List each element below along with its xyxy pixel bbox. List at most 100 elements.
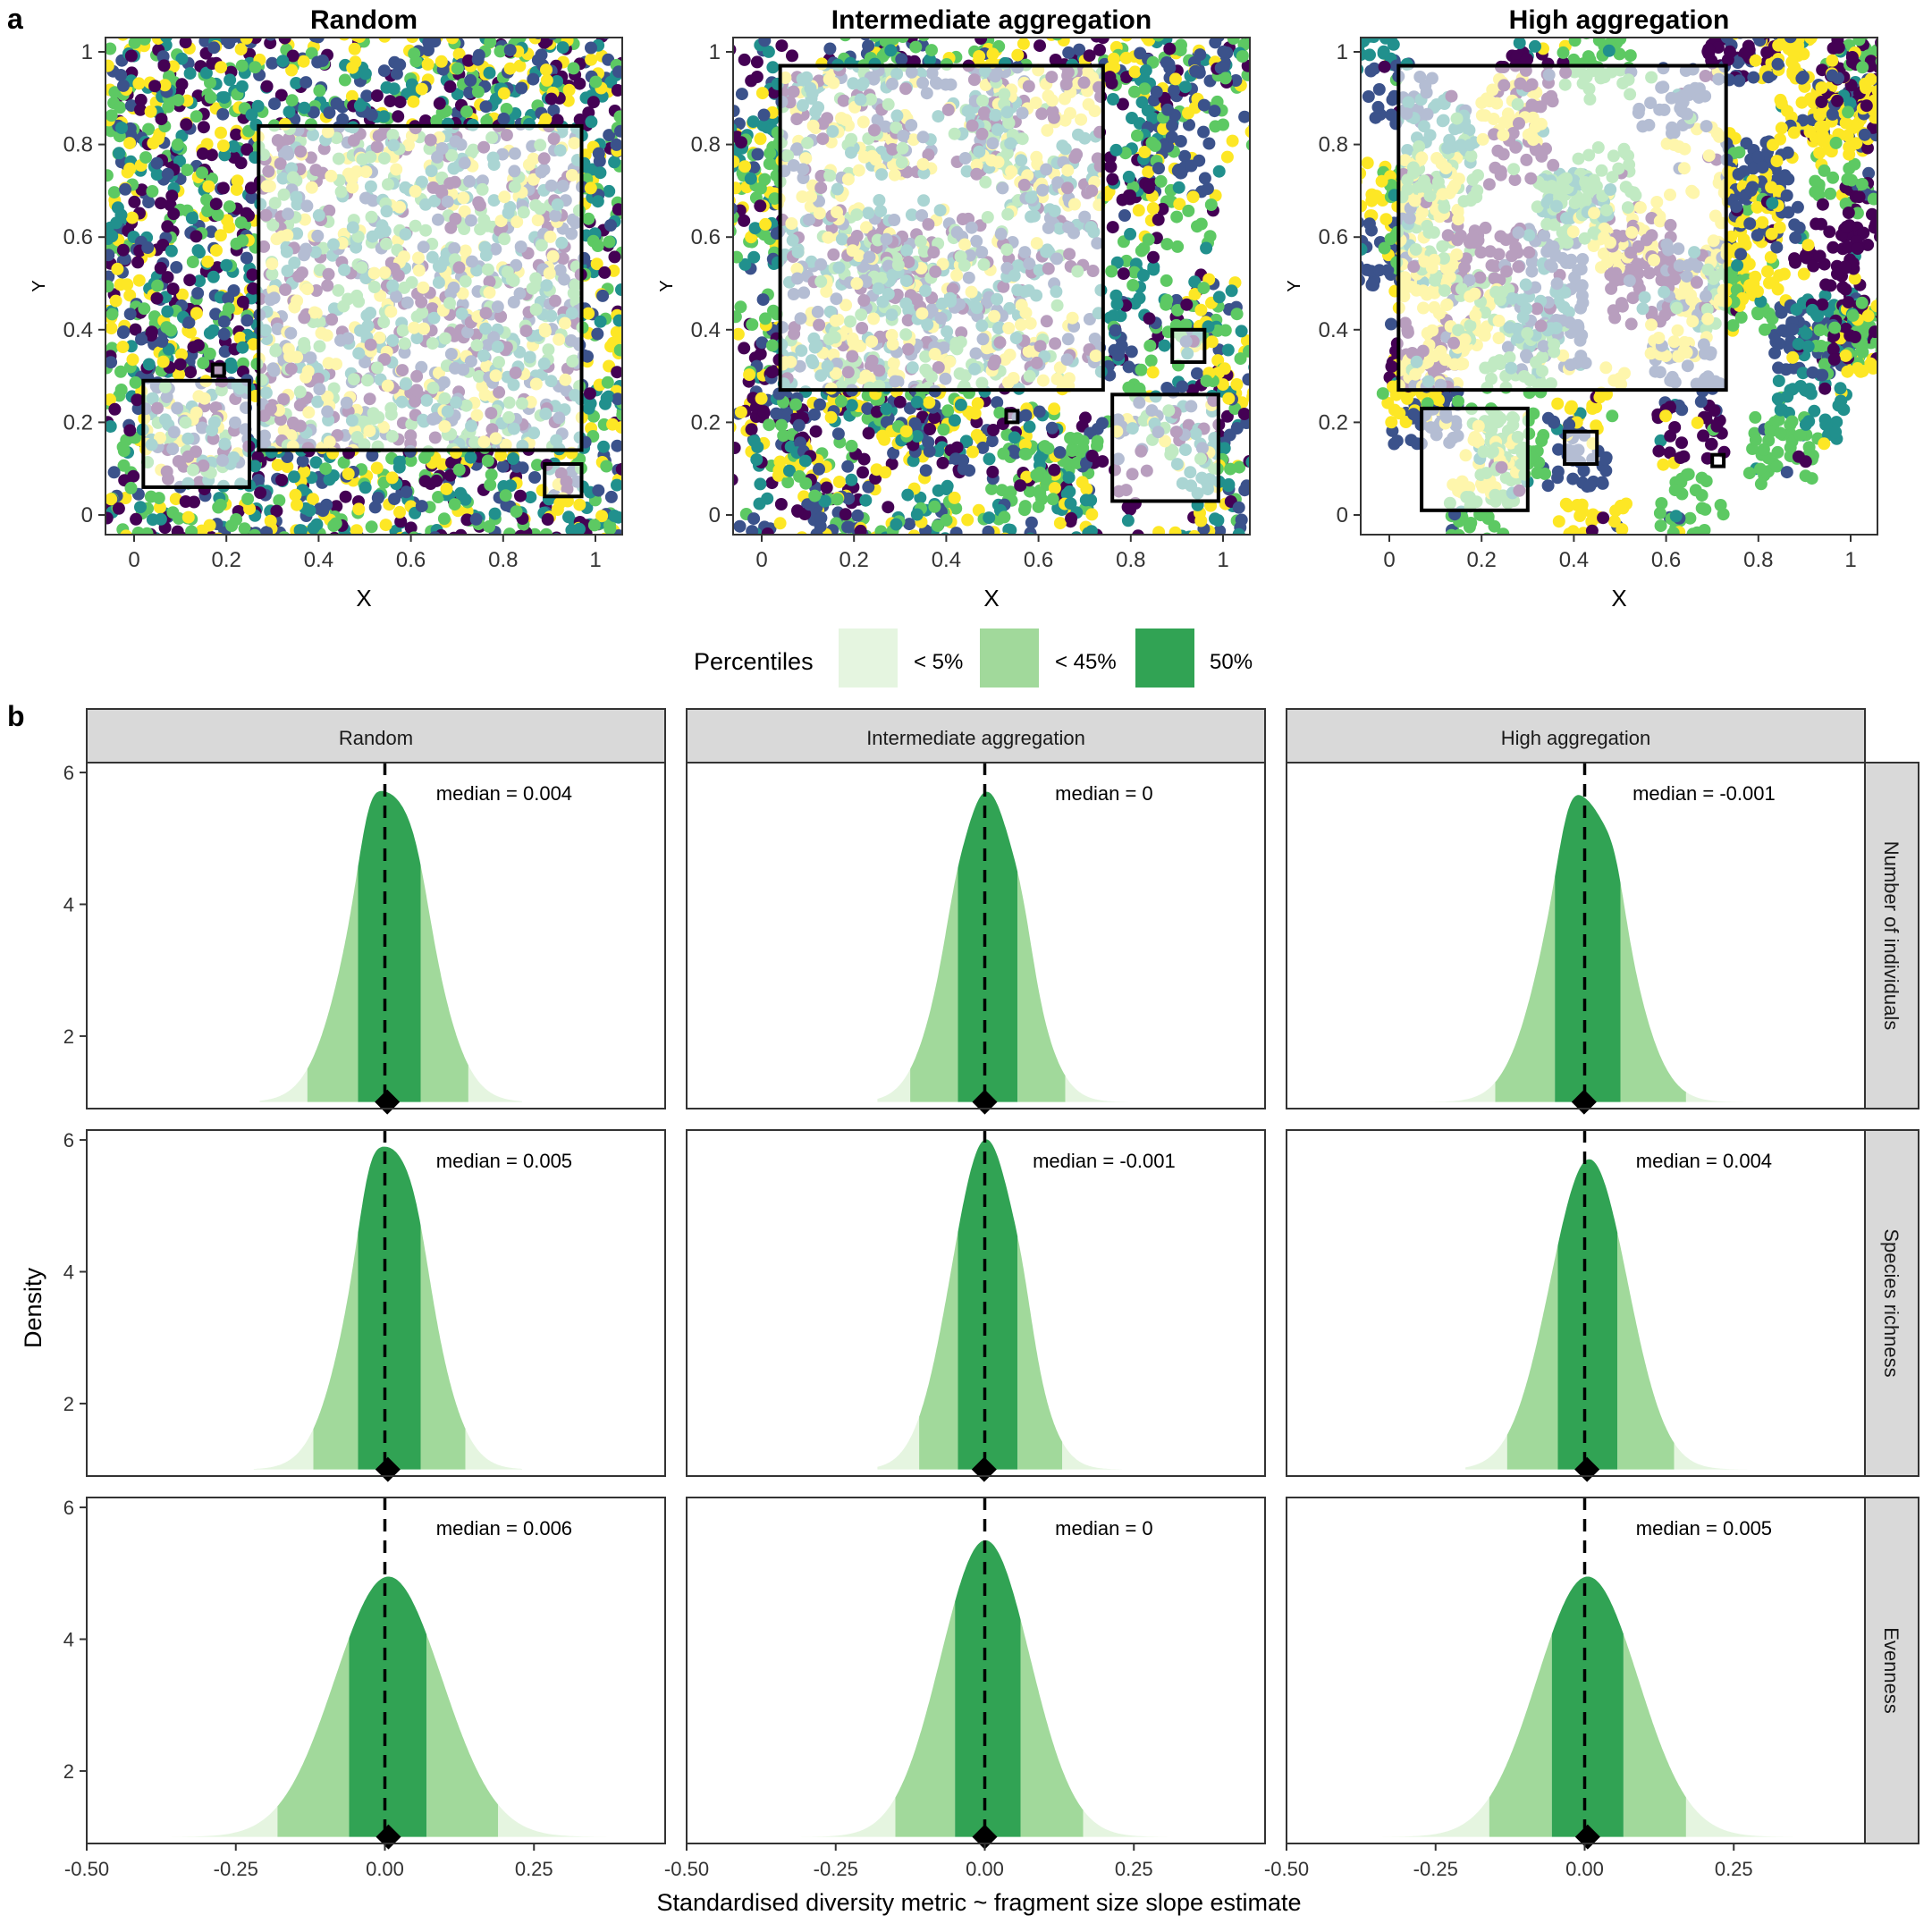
map-point [1229, 74, 1243, 87]
map-point [404, 454, 418, 468]
map-point [230, 513, 243, 526]
map-point [1230, 422, 1244, 434]
map-point [199, 66, 213, 80]
map-point [197, 357, 210, 370]
map-point [176, 288, 189, 301]
map-point [961, 513, 974, 527]
map-point [184, 366, 198, 379]
map-point [1048, 463, 1061, 477]
map-point [140, 527, 154, 535]
map-point [268, 97, 281, 111]
map-point [573, 113, 586, 126]
map-point [932, 444, 945, 458]
map-point [394, 515, 408, 528]
map-point [112, 502, 125, 515]
map-point [716, 435, 729, 448]
map-point [758, 38, 772, 47]
map-point [1125, 345, 1138, 359]
map-point [138, 302, 151, 316]
map-point [430, 114, 443, 128]
map-point [1083, 49, 1096, 63]
map-point [123, 137, 137, 150]
fragment-rect [210, 362, 226, 378]
map-point [377, 110, 391, 123]
map-point [275, 536, 288, 548]
map-point [1178, 80, 1192, 94]
map-point [135, 333, 148, 346]
map-point [451, 62, 464, 75]
map-point [378, 38, 392, 43]
map-point [201, 205, 215, 217]
map-point [1240, 479, 1250, 493]
map-point [360, 89, 374, 103]
map-point [1138, 146, 1152, 158]
map-point [1244, 125, 1250, 139]
map-point [494, 449, 508, 462]
map-point [980, 541, 992, 553]
map-point [1253, 66, 1265, 79]
map-point [207, 270, 220, 283]
map-point [817, 549, 830, 561]
map-point [223, 38, 236, 49]
map-point [190, 230, 203, 243]
map-point [111, 201, 124, 215]
map-point [1033, 451, 1046, 465]
map-point [265, 38, 277, 41]
map-point [746, 318, 759, 331]
map-point [193, 274, 207, 288]
map-point [586, 96, 600, 109]
map-point [1053, 535, 1066, 547]
map-point [1033, 487, 1047, 501]
map-point [500, 499, 513, 512]
y-tick-label: 1 [81, 40, 93, 64]
map-point [488, 507, 502, 520]
map-point [1095, 417, 1109, 430]
map-point [1142, 165, 1155, 179]
map-point [1251, 56, 1263, 69]
x-tick-label: 0 [128, 548, 139, 572]
map-point [134, 103, 147, 116]
map-point [973, 50, 986, 63]
map-point [521, 536, 534, 548]
map-point [484, 38, 497, 48]
map-point [1143, 312, 1156, 325]
map-point [563, 25, 576, 38]
map-point [1161, 139, 1175, 153]
map-point [245, 108, 258, 122]
map-point [1222, 392, 1236, 405]
map-point [183, 274, 197, 287]
map-point [165, 190, 179, 203]
map-point [124, 481, 138, 494]
map-point [406, 38, 419, 44]
map-point [601, 375, 614, 389]
map-point [230, 237, 243, 250]
map-point [1194, 48, 1207, 62]
map-point [329, 517, 342, 530]
map-point [203, 534, 210, 535]
map-point [950, 441, 964, 454]
map-point [862, 426, 875, 440]
map-point [161, 271, 174, 284]
map-point [573, 77, 586, 90]
map-point [1189, 64, 1202, 78]
map-point [203, 519, 216, 532]
map-point [514, 529, 527, 535]
map-point [845, 399, 858, 412]
map-point [585, 115, 598, 129]
map-point [415, 82, 428, 96]
map-point [393, 505, 406, 519]
map-point [1184, 21, 1196, 33]
map-point [483, 519, 496, 533]
map-point [1055, 534, 1062, 535]
map-point [234, 216, 248, 229]
map-point [1172, 181, 1185, 194]
map-point [1168, 548, 1181, 561]
map-point [608, 156, 621, 169]
map-point [861, 412, 874, 426]
map-point [252, 474, 266, 487]
map-point [854, 524, 867, 535]
map-point [745, 423, 758, 436]
map-point [937, 423, 950, 436]
map-point [775, 39, 789, 53]
